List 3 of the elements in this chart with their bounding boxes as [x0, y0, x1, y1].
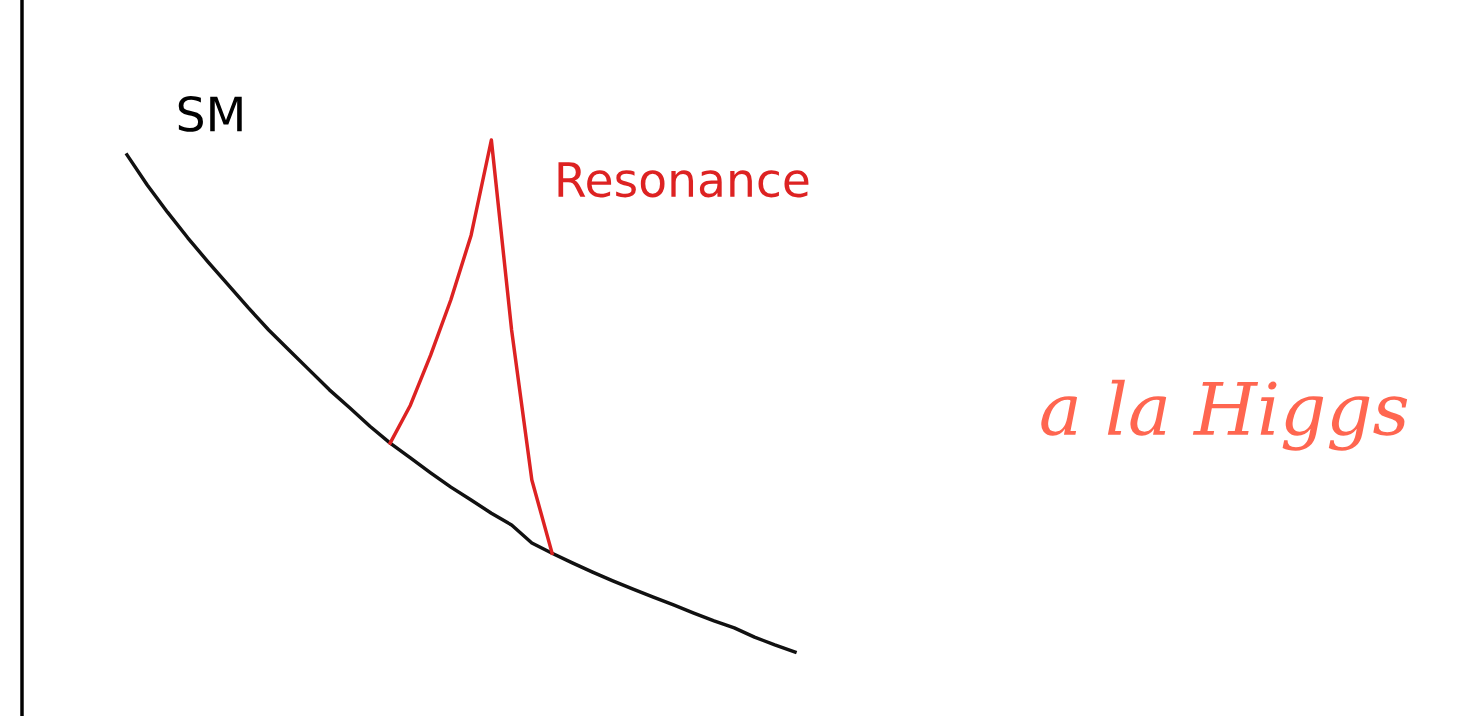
series-label: Resonance — [558, 162, 809, 198]
series-label: SM — [178, 96, 242, 132]
text: a la Higgs — [1041, 379, 1408, 451]
